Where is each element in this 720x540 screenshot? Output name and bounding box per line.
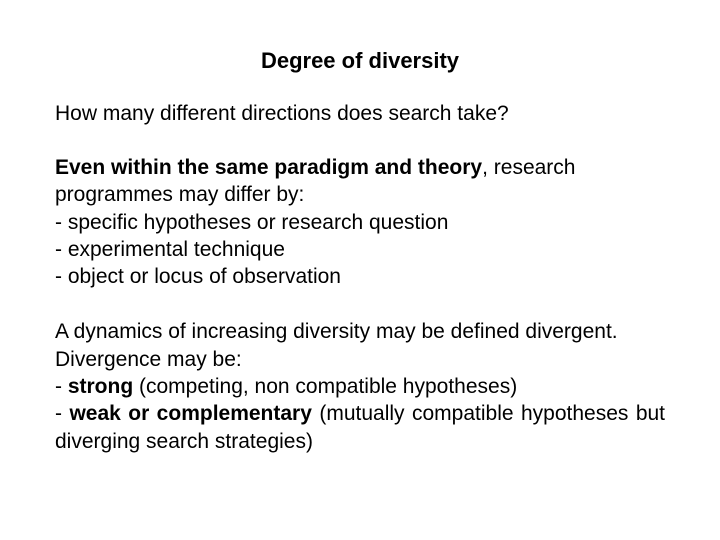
- bullet-item: - object or locus of observation: [55, 263, 665, 290]
- strong-label: strong: [68, 375, 133, 398]
- strong-desc: (competing, non compatible hypotheses): [133, 375, 517, 398]
- weak-label: weak or complementary: [69, 402, 311, 425]
- slide-title: Degree of diversity: [55, 48, 665, 74]
- divergence-may-be: Divergence may be:: [55, 348, 242, 371]
- bold-lead: Even within the same paradigm and theory: [55, 156, 482, 179]
- bullet-item: - experimental technique: [55, 236, 665, 263]
- question-text: How many different directions does searc…: [55, 102, 665, 126]
- bullet-item: - specific hypotheses or research questi…: [55, 209, 665, 236]
- bullet-dash: -: [55, 402, 69, 425]
- bullet-dash: -: [55, 375, 68, 398]
- divergent-line: A dynamics of increasing diversity may b…: [55, 320, 618, 343]
- paragraph-divergence: A dynamics of increasing diversity may b…: [55, 318, 665, 454]
- paragraph-differ-by: Even within the same paradigm and theory…: [55, 154, 665, 290]
